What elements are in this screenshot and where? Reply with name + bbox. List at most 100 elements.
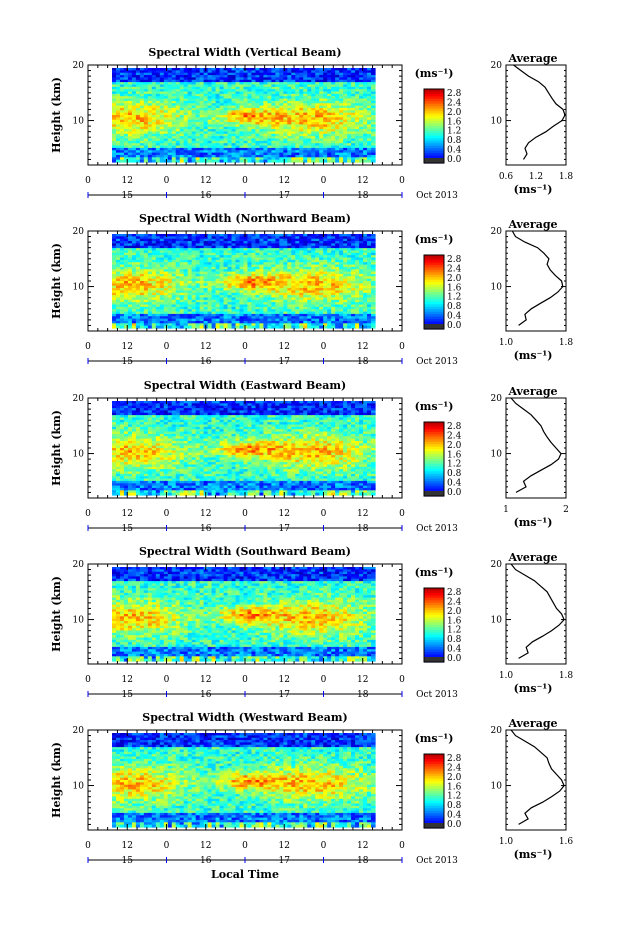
heatmap-cell [191, 318, 197, 322]
heatmap-cell [215, 138, 221, 142]
heatmap-cell [127, 269, 133, 273]
heatmap-cell [139, 138, 145, 142]
heatmap-cell [327, 147, 332, 151]
heatmap-cell [123, 248, 129, 252]
heatmap-cell [279, 72, 284, 76]
heatmap-cell [303, 143, 308, 147]
heatmap-cell [175, 136, 181, 140]
heatmap-cell [115, 84, 121, 88]
heatmap-cell [183, 86, 189, 90]
heatmap-cell [251, 145, 257, 149]
heatmap-cell [195, 248, 201, 252]
heatmap-cell [199, 252, 205, 256]
heatmap-cell [135, 117, 141, 121]
heatmap-cell [207, 86, 213, 90]
heatmap-cell [199, 302, 205, 306]
heatmap-cell [231, 82, 237, 86]
heatmap-cell [291, 107, 296, 111]
heatmap-cell [139, 276, 145, 280]
heatmap-cell [227, 243, 233, 247]
heatmap-cell [215, 82, 221, 86]
heatmap-cell [235, 159, 241, 163]
colorbar-segment [424, 135, 444, 139]
heatmap-cell [187, 103, 193, 107]
heatmap-cell [147, 93, 153, 97]
heatmap-cell [151, 129, 157, 133]
heatmap-cell [119, 278, 125, 282]
heatmap-cell [355, 84, 360, 88]
heatmap-cell [223, 306, 229, 310]
heatmap-cell [263, 124, 268, 128]
heatmap-cell [287, 147, 292, 151]
heatmap-cell [139, 75, 145, 78]
heatmap-cell [139, 143, 145, 147]
heatmap-cell [143, 323, 149, 327]
heatmap-cell [155, 150, 161, 154]
heatmap-cell [183, 72, 189, 76]
heatmap-cell [143, 103, 149, 107]
heatmap-cell [287, 140, 292, 144]
heatmap-cell [123, 250, 129, 254]
heatmap-cell [187, 129, 193, 133]
heatmap-cell [203, 98, 209, 102]
heatmap-cell [179, 105, 185, 109]
heatmap-cell [119, 129, 125, 133]
heatmap-cell [183, 79, 189, 83]
heatmap-cell [219, 96, 225, 100]
heatmap-cell [351, 140, 356, 144]
heatmap-cell [311, 77, 316, 81]
heatmap-cell [295, 77, 300, 81]
heatmap-cell [112, 70, 117, 74]
heatmap-cell [247, 98, 253, 102]
heatmap-cell [219, 154, 225, 158]
heatmap-cell [267, 129, 272, 133]
heatmap-cell [191, 122, 197, 125]
heatmap-cell [167, 281, 173, 284]
heatmap-cell [211, 124, 217, 128]
heatmap-cell [167, 77, 173, 81]
heatmap-cell [243, 96, 249, 100]
heatmap-cell [159, 152, 165, 156]
heatmap-cell [183, 313, 189, 317]
heatmap-cell [295, 138, 300, 142]
heatmap-cell [167, 138, 173, 142]
heatmap-cell [355, 77, 360, 81]
heatmap-cell [287, 129, 292, 133]
heatmap-cell [195, 122, 201, 125]
heatmap-cell [139, 311, 145, 315]
heatmap-cell [347, 93, 352, 97]
heatmap-cell [227, 323, 233, 327]
heatmap-cell [195, 316, 201, 320]
heatmap-cell [227, 276, 233, 280]
heatmap-cell [327, 143, 332, 147]
heatmap-cell [327, 75, 332, 78]
heatmap-cell [215, 117, 221, 121]
heatmap-cell [335, 112, 340, 116]
heatmap-cell [311, 157, 316, 161]
heatmap-cell [199, 262, 205, 266]
heatmap-cell [155, 281, 161, 284]
heatmap-cell [307, 136, 312, 140]
heatmap-cell [259, 133, 265, 137]
heatmap-cell [131, 273, 137, 277]
heatmap-cell [139, 273, 145, 277]
heatmap-cell [243, 138, 249, 142]
heatmap-cell [263, 126, 268, 130]
heatmap-cell [367, 96, 372, 100]
heatmap-cell [363, 103, 368, 107]
heatmap-cell [311, 129, 316, 133]
heatmap-cell [115, 243, 121, 247]
heatmap-cell [199, 91, 205, 95]
heatmap-cell [315, 138, 320, 142]
heatmap-cell [295, 133, 300, 137]
heatmap-cell [327, 68, 332, 71]
heatmap-cell [271, 159, 276, 163]
heatmap-cell [207, 283, 213, 287]
heatmap-cell [163, 129, 169, 133]
heatmap-cell [303, 93, 308, 97]
heatmap-cell [223, 100, 229, 104]
colorbar-segment [424, 133, 444, 137]
heatmap-cell [119, 140, 125, 144]
heatmap-cell [123, 110, 129, 114]
heatmap-cell [215, 154, 221, 158]
